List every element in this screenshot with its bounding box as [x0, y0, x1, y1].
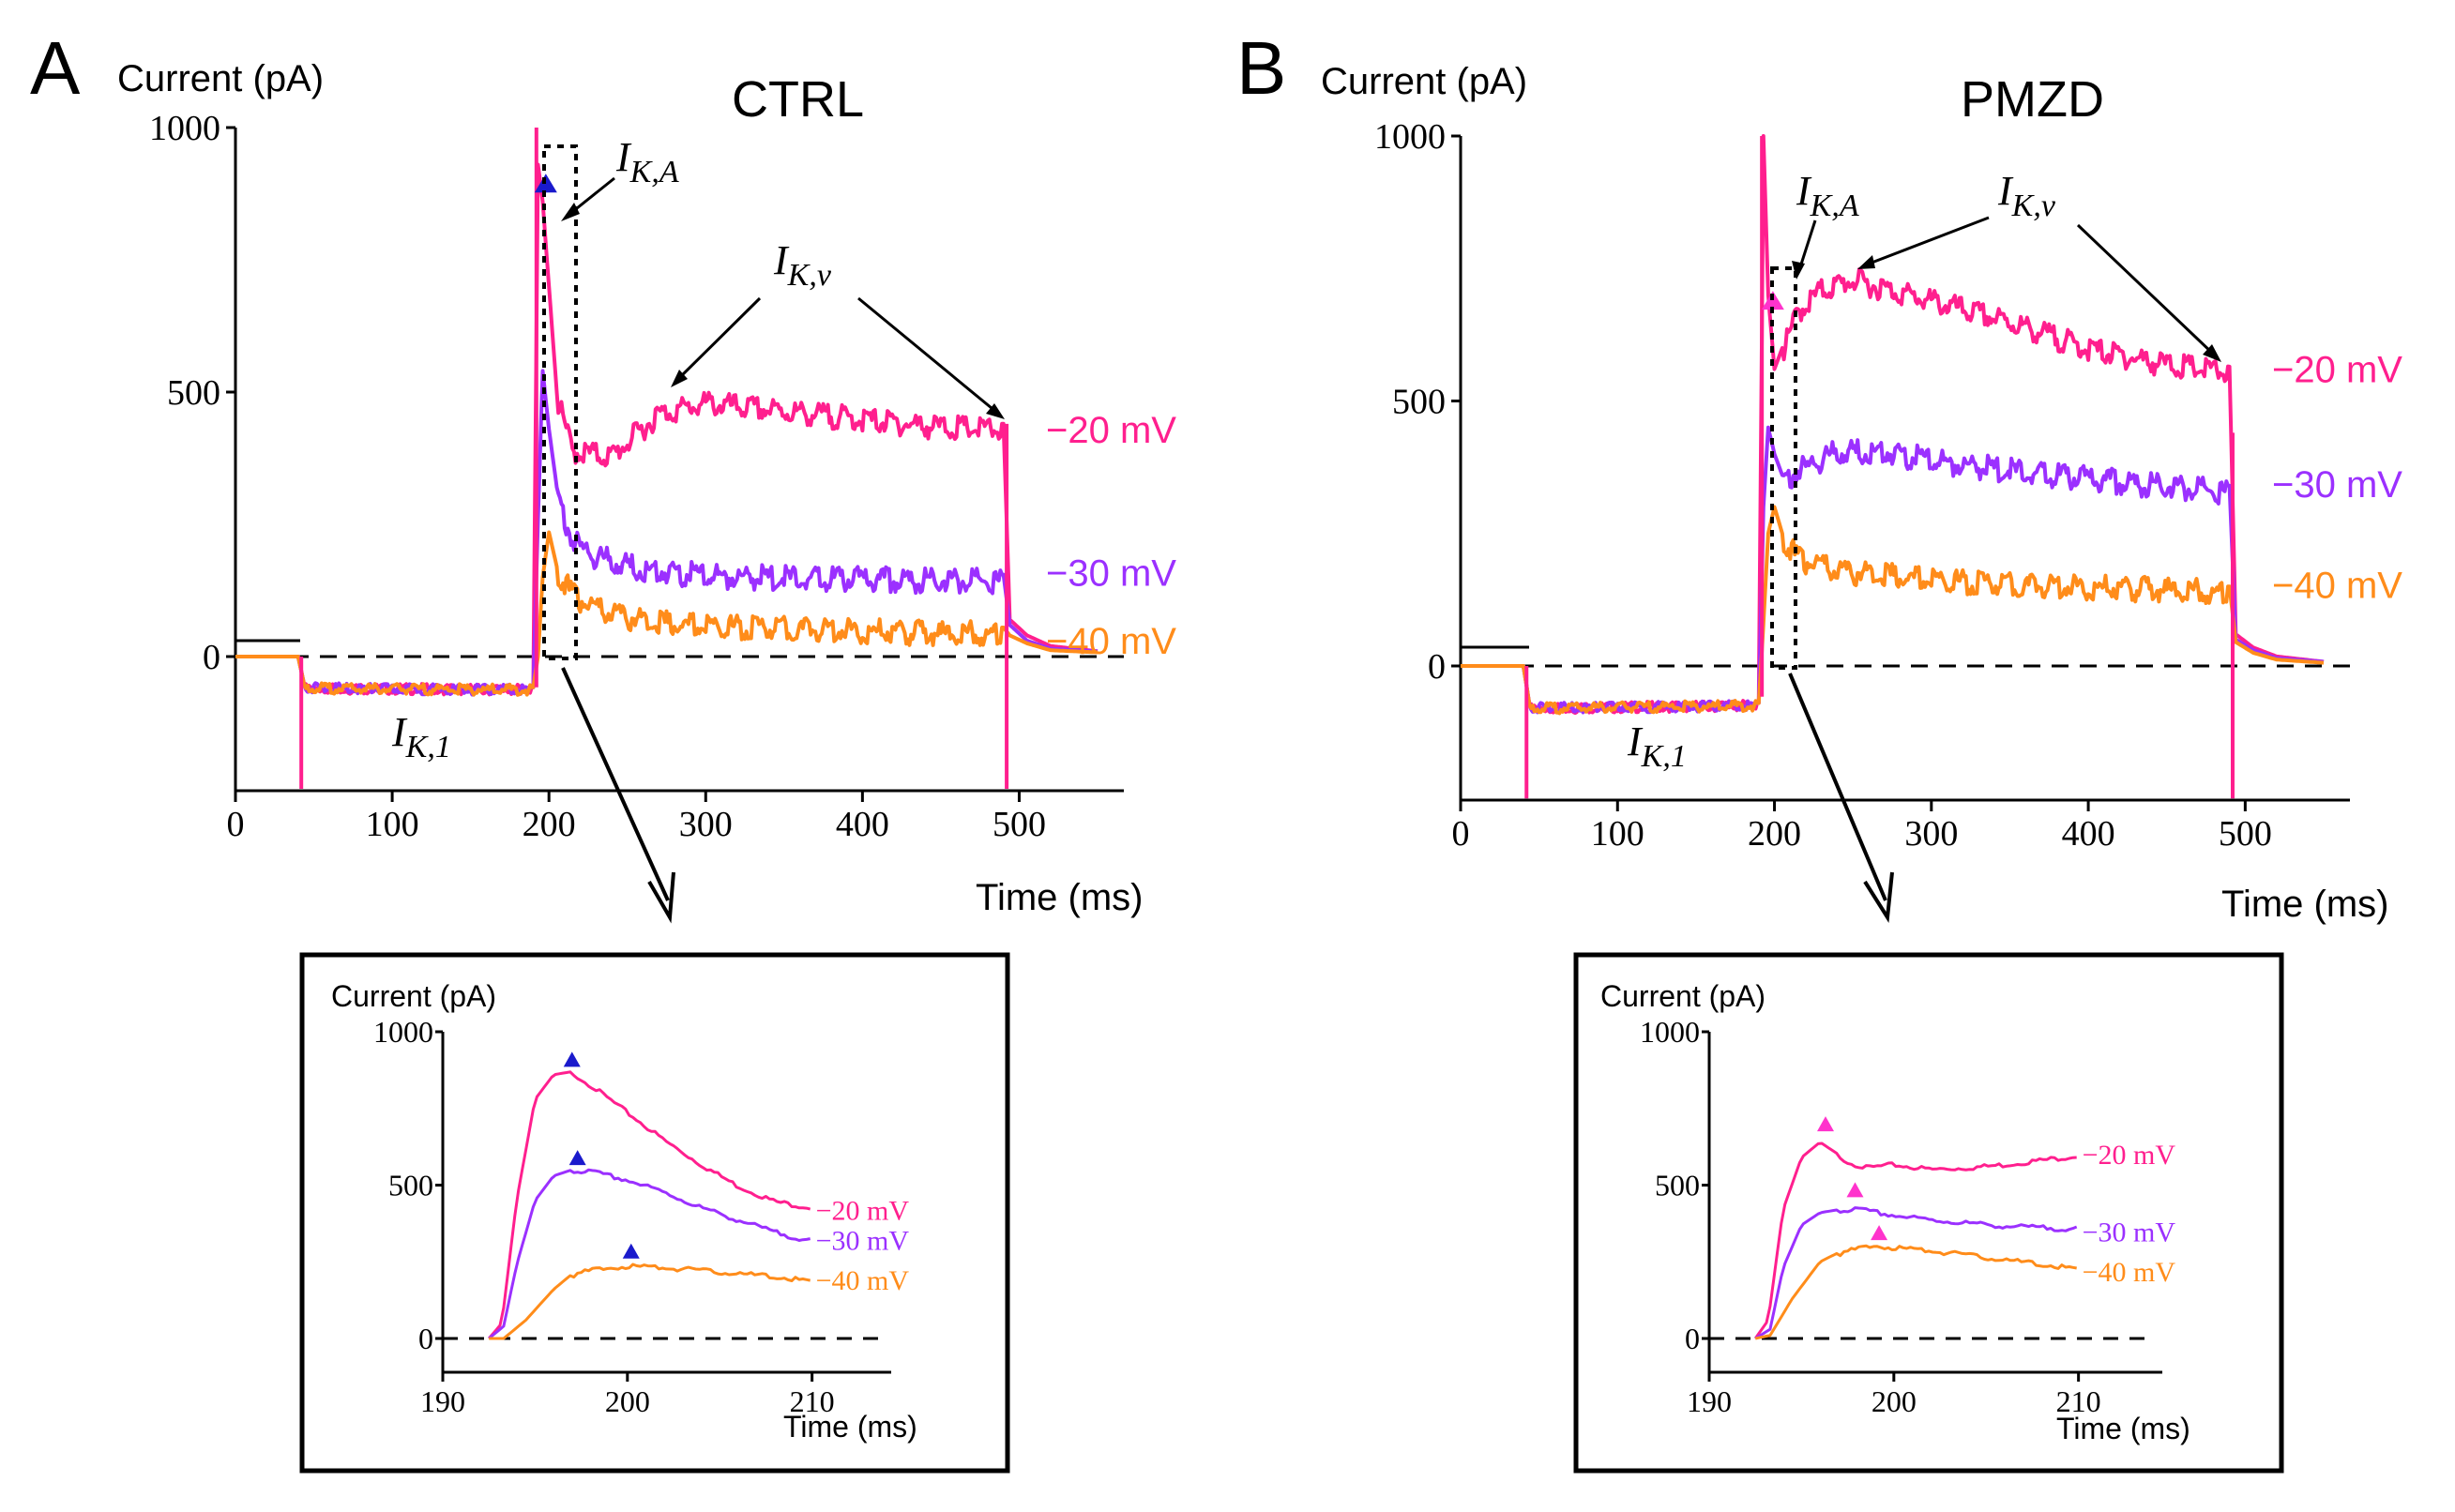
panel-b-ytick-label-1000: 1000: [1374, 117, 1446, 157]
panel-a-xtick-label-200: 200: [523, 805, 576, 844]
panel-b-inset-frame: [1573, 952, 2284, 1474]
panel-a-xtick-label-100: 100: [366, 805, 419, 844]
panel-a-inset-ytick-label-500: 500: [388, 1169, 433, 1202]
panel-a-inset-xtick-label-200: 200: [605, 1384, 650, 1418]
panel-a-title: CTRL: [732, 71, 864, 128]
panel-a-ikv-arrow-2: [857, 296, 998, 415]
panel-a-inset-pointer-head: [647, 871, 675, 924]
panel-a-x-axis-label: Time (ms): [976, 877, 1143, 918]
panel-b-inset-trace-minus30-mv: [1754, 1206, 2078, 1340]
panel-b-trace-minus20-mv: [1460, 134, 2325, 716]
panel-b-inset-peak-marker-2: [1871, 1225, 1888, 1241]
panel-a-letter: A: [30, 26, 81, 110]
panel-a-voltage-label-minus30-mv: −30 mV: [1046, 553, 1176, 595]
panel-b-xtick-label-500: 500: [2219, 814, 2272, 854]
panel-b-inset-trace-minus20-mv: [1753, 1142, 2077, 1339]
panel-b-ikv-arrowhead-1: [1857, 255, 1875, 269]
panel-a-ik1-label: IK,1: [391, 709, 451, 764]
panel-a-inset-trace-minus20-mv: [488, 1070, 811, 1339]
panel-a-inset-x-label: Time (ms): [783, 1410, 917, 1444]
panel-a-voltage-label-minus20-mv: −20 mV: [1046, 410, 1176, 451]
panel-a-inset-trace-minus40-mv: [489, 1263, 811, 1340]
panel-b-inset-peak-marker-1: [1846, 1182, 1864, 1198]
panel-b-peak-marker-0: [1761, 291, 1784, 310]
panel-b-ikv-arrowhead-2: [2203, 344, 2221, 362]
panel-a-y-axis-label: Current (pA): [117, 58, 324, 99]
panel-b-ika-arrow: [1797, 219, 1817, 271]
panel-a-xtick-label-400: 400: [836, 805, 889, 844]
panel-b-inset-ytick-label-500: 500: [1655, 1169, 1700, 1202]
panel-a-inset-peak-marker-2: [622, 1243, 640, 1259]
panel-b-ytick-label-500: 500: [1392, 383, 1446, 422]
panel-a-ikv-arrow-1: [675, 296, 762, 382]
panel-a-inset-peak-marker-0: [563, 1051, 581, 1067]
panel-b-inset-ytick-label-1000: 1000: [1640, 1015, 1700, 1049]
panel-a-inset-voltage-label-minus30-mv: −30 mV: [816, 1225, 910, 1256]
panel-b-letter: B: [1236, 26, 1286, 110]
panel-a-ika-arrowhead: [561, 203, 580, 221]
panel-a-inset-voltage-label-minus20-mv: −20 mV: [816, 1195, 910, 1226]
panel-b-inset-y-label: Current (pA): [1600, 979, 1765, 1013]
panel-a-inset-voltage-label-minus40-mv: −40 mV: [816, 1265, 910, 1296]
panel-a-ytick-label-1000: 1000: [149, 109, 220, 148]
panel-b-inset-xtick-label-190: 190: [1687, 1384, 1732, 1418]
panel-b-inset-voltage-label-minus20-mv: −20 mV: [2083, 1140, 2176, 1171]
panel-b-ytick-label-0: 0: [1428, 647, 1446, 687]
panel-b-xtick-label-0: 0: [1452, 814, 1470, 854]
panel-a-ikv-arrowhead-1: [671, 370, 688, 387]
panel-a-inset-y-label: Current (pA): [331, 979, 496, 1013]
panel-a-ikv-label: IK,v: [773, 237, 832, 293]
panel-b-ika-box: [1770, 266, 1797, 670]
panel-b: B Current (pA) PMZD 0 500 1000 0 100 200 300 4…: [1236, 26, 2402, 1474]
panel-b-x-axis-label: Time (ms): [2221, 884, 2388, 925]
panel-a-ika-box: [542, 144, 578, 660]
panel-b-inset-trace-minus40-mv: [1754, 1244, 2077, 1340]
panel-b-inset-pointer: [1788, 673, 1887, 901]
panel-b-ika-arrowhead: [1792, 261, 1805, 280]
panel-a-inset-ytick-label-0: 0: [418, 1322, 433, 1355]
panel-b-ikv-arrow-2: [2076, 223, 2216, 356]
panel-a-inset-xtick-label-190: 190: [420, 1384, 465, 1418]
panel-a-xtick-label-0: 0: [227, 805, 245, 844]
panel-b-xtick-label-400: 400: [2062, 814, 2115, 854]
panel-b-inset-xtick-label-200: 200: [1872, 1384, 1917, 1418]
panel-b-y-axis-label: Current (pA): [1321, 61, 1527, 102]
panel-a-inset-pointer: [561, 667, 670, 901]
panel-a-ytick-label-0: 0: [203, 638, 220, 677]
panel-a-trace-minus40-mv: [235, 530, 1099, 697]
panel-b-xtick-label-300: 300: [1904, 814, 1958, 854]
panel-b-ika-label: IK,A: [1796, 168, 1859, 223]
panel-a-ika-label: IK,A: [615, 134, 679, 189]
panel-b-ik1-label: IK,1: [1627, 718, 1687, 774]
panel-b-ikv-arrow-1: [1866, 216, 1990, 266]
panel-a-voltage-label-minus40-mv: −40 mV: [1046, 621, 1176, 662]
panel-b-inset-peak-marker-0: [1816, 1116, 1834, 1132]
panel-a-trace-minus20-mv: [235, 162, 1099, 697]
panel-b-inset-voltage-label-minus40-mv: −40 mV: [2083, 1257, 2176, 1288]
panel-a-inset-frame: [299, 952, 1010, 1474]
panel-a-ytick-label-500: 500: [167, 373, 220, 413]
panel-a-xtick-label-300: 300: [679, 805, 733, 844]
panel-b-voltage-label-minus40-mv: −40 mV: [2272, 565, 2402, 606]
panel-b-inset-xtick-label-210: 210: [2056, 1384, 2101, 1418]
panel-b-xtick-label-100: 100: [1591, 814, 1644, 854]
panel-b-title: PMZD: [1961, 71, 2104, 128]
panel-a-inset-trace-minus30-mv: [488, 1168, 811, 1340]
panel-a-inset-peak-marker-1: [568, 1150, 586, 1166]
panel-b-inset-pointer-head: [1863, 871, 1894, 923]
panel-b-inset-ytick-label-0: 0: [1685, 1322, 1700, 1355]
panel-b-inset-voltage-label-minus30-mv: −30 mV: [2083, 1217, 2176, 1247]
panel-a-ikv-arrowhead-2: [986, 403, 1005, 419]
panel-b-ikv-label: IK,v: [1997, 168, 2056, 223]
panel-a: A Current (pA) CTRL 0 500 1000 0 100 200 300 4…: [30, 26, 1176, 1474]
panel-b-xtick-label-200: 200: [1748, 814, 1801, 854]
panel-b-inset-x-label: Time (ms): [2056, 1412, 2190, 1445]
panel-a-xtick-label-500: 500: [993, 805, 1046, 844]
panel-a-inset-ytick-label-1000: 1000: [373, 1015, 433, 1049]
panel-b-voltage-label-minus30-mv: −30 mV: [2272, 464, 2402, 506]
panel-a-inset-xtick-label-210: 210: [790, 1384, 835, 1418]
panel-b-trace-minus40-mv: [1460, 505, 2325, 716]
panel-b-voltage-label-minus20-mv: −20 mV: [2272, 350, 2402, 391]
